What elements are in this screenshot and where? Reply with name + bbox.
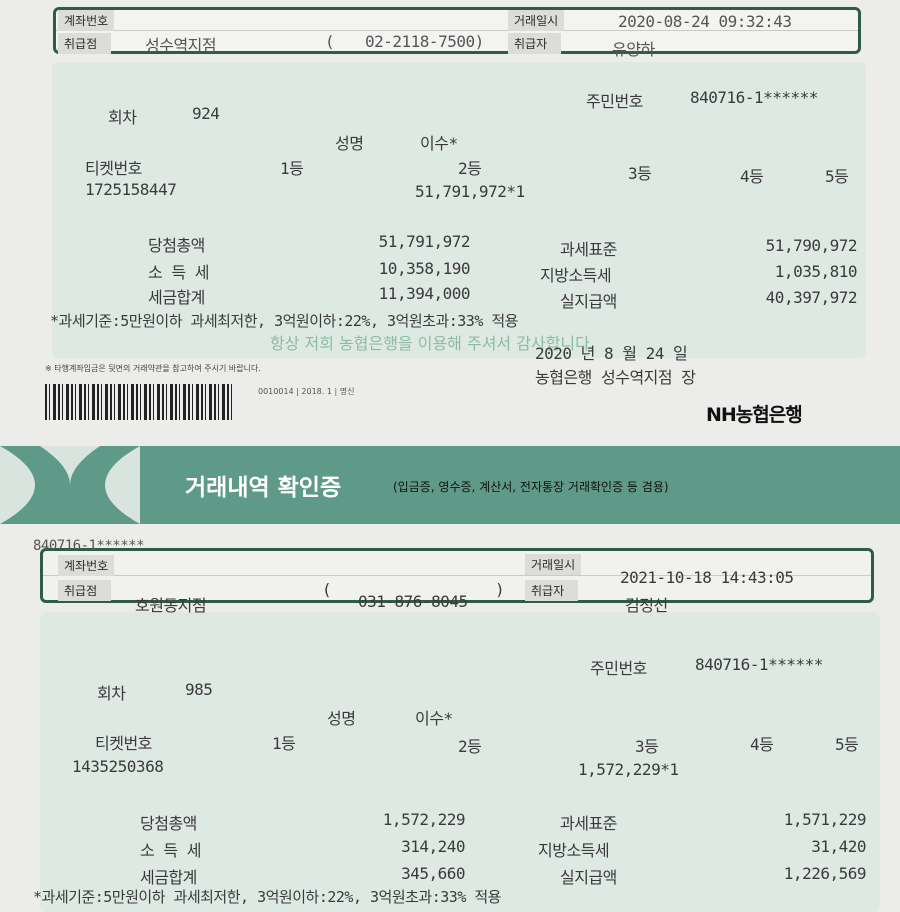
- divider: [56, 30, 858, 31]
- receipt1-body: [52, 62, 866, 358]
- handler-value: 유양하: [612, 40, 655, 59]
- rank-3: 3등: [628, 164, 652, 183]
- phone-value: 02-2118-7500): [365, 32, 484, 51]
- prize-value: 1,572,229*1: [578, 760, 679, 779]
- datetime-label: 거래일시: [525, 554, 582, 575]
- id-label: 주민번호: [590, 659, 647, 678]
- id-value: 840716-1******: [690, 88, 818, 107]
- round-label: 회차: [108, 108, 137, 127]
- row-value: 314,240: [401, 837, 465, 856]
- handler-value: 김정선: [625, 596, 668, 615]
- ticket-number: 1725158447: [85, 180, 177, 199]
- row-label: 당첨총액: [140, 814, 197, 833]
- banner: [0, 446, 900, 524]
- rank-4: 4등: [740, 167, 764, 186]
- tax-note: *과세기준:5만원이하 과세최저한, 3억원이하:22%, 3억원초과:33% …: [33, 888, 502, 906]
- rank-2: 2등: [458, 159, 482, 178]
- branch-label: 취급점: [58, 33, 112, 54]
- banner-title: 거래내역 확인증: [185, 475, 342, 501]
- name-label: 성명: [327, 709, 356, 728]
- receipt2-body: [40, 612, 880, 912]
- branch-label: 취급점: [58, 580, 112, 601]
- signature: 농협은행 성수역지점 장: [535, 368, 696, 387]
- datetime-label: 거래일시: [508, 10, 565, 31]
- rank-5: 5등: [835, 735, 859, 754]
- row-label2: 과세표준: [560, 814, 617, 833]
- row-value: 10,358,190: [378, 259, 471, 278]
- branch-value: 성수역지점: [145, 36, 217, 55]
- row-label: 소 득 세: [148, 263, 209, 282]
- row-value2: 31,420: [811, 837, 866, 856]
- round-value: 985: [185, 680, 213, 699]
- row-value2: 40,397,972: [765, 288, 858, 307]
- row-label2: 지방소득세: [540, 266, 612, 285]
- name-value: 이수*: [415, 709, 453, 728]
- divider: [43, 575, 871, 576]
- phone-open: (: [322, 580, 332, 599]
- rank-4: 4등: [750, 735, 774, 754]
- datetime-value: 2021-10-18 14:43:05: [620, 568, 794, 587]
- account-label: 계좌번호: [58, 555, 115, 576]
- datetime-value: 2020-08-24 09:32:43: [618, 12, 792, 31]
- ticket-label: 티켓번호: [95, 734, 152, 753]
- row-label2: 과세표준: [560, 240, 617, 259]
- row-label2: 지방소득세: [538, 841, 610, 860]
- rank-1: 1등: [280, 159, 304, 178]
- rank-3: 3등: [635, 737, 659, 756]
- id-label: 주민번호: [586, 92, 643, 111]
- row-value2: 51,790,972: [765, 236, 858, 255]
- form-code: 0010014 | 2018. 1 | 명신: [258, 387, 355, 396]
- row-label: 세금합계: [140, 868, 197, 887]
- row-label2: 실지급액: [560, 292, 617, 311]
- row-label2: 실지급액: [560, 868, 617, 887]
- phone-close: ): [495, 580, 505, 599]
- row-value: 345,660: [401, 864, 465, 883]
- ticket-label: 티켓번호: [85, 159, 142, 178]
- prize-value: 51,791,972*1: [415, 182, 525, 201]
- rank-1: 1등: [272, 734, 296, 753]
- nh-logo: NH농협은행: [706, 404, 803, 426]
- name-value: 이수*: [420, 134, 458, 153]
- rank-5: 5등: [825, 167, 849, 186]
- phone-value: 031-876-8045: [358, 592, 468, 611]
- date-line: 2020 년 8 월 24 일: [535, 344, 688, 363]
- row-value: 51,791,972: [378, 232, 471, 251]
- row-label: 당첨총액: [148, 236, 205, 255]
- row-label: 세금합계: [148, 288, 205, 307]
- round-value: 924: [192, 104, 220, 123]
- tax-note: *과세기준:5만원이하 과세최저한, 3억원이하:22%, 3억원초과:33% …: [50, 312, 519, 330]
- row-value2: 1,226,569: [783, 864, 867, 883]
- row-value: 11,394,000: [378, 284, 471, 303]
- name-label: 성명: [335, 134, 364, 153]
- ticket-number: 1435250368: [72, 757, 164, 776]
- barcode: [45, 384, 235, 420]
- handler-label: 취급자: [508, 33, 562, 54]
- row-value2: 1,035,810: [774, 262, 858, 281]
- rank-2: 2등: [458, 737, 482, 756]
- overprint-id: 840716-1******: [33, 538, 145, 554]
- id-value: 840716-1******: [695, 655, 823, 674]
- row-value: 1,572,229: [382, 810, 466, 829]
- row-label: 소 득 세: [140, 841, 201, 860]
- account-label: 계좌번호: [58, 10, 115, 31]
- banner-ornament: [0, 446, 140, 524]
- fine-print: ※ 타행계좌입금은 뒷면의 거래약관을 참고하여 주시기 바랍니다.: [45, 364, 261, 373]
- row-value2: 1,571,229: [783, 810, 867, 829]
- round-label: 회차: [97, 684, 126, 703]
- thanks-message: 항상 저희 농협은행을 이용해 주셔서 감사합니다.: [270, 334, 595, 353]
- handler-label: 취급자: [525, 580, 579, 601]
- phone-open: (: [325, 32, 335, 51]
- banner-subtitle: (입금증, 영수증, 계산서, 전자통장 거래확인증 등 겸용): [393, 480, 669, 494]
- branch-value: 호원동지점: [135, 596, 207, 615]
